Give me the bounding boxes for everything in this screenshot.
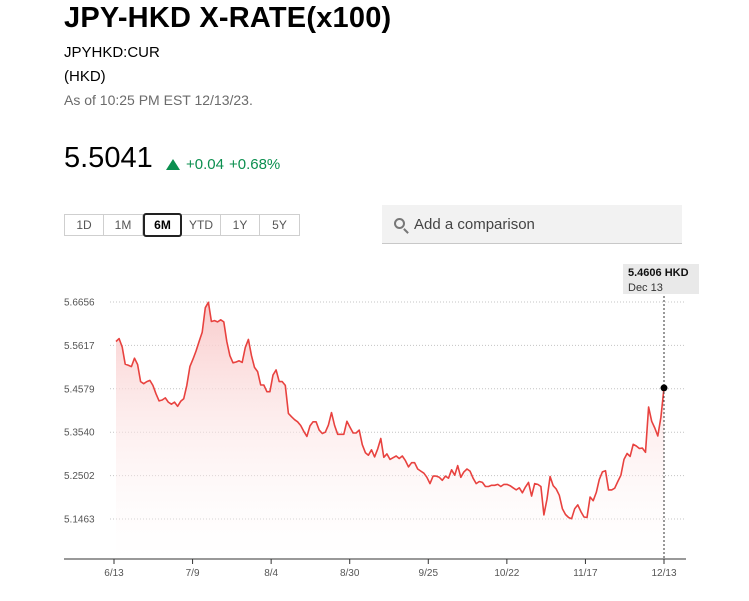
y-tick-label: 5.3540 [64, 428, 95, 439]
range-1m-button[interactable]: 1M [104, 215, 143, 235]
range-6m-button[interactable]: 6M [143, 213, 182, 237]
x-axis: 6/13 7/9 8/4 8/30 9/25 10/22 11/17 12/13 [104, 559, 677, 579]
range-5y-button[interactable]: 5Y [272, 218, 287, 232]
y-tick-label: 5.1463 [64, 515, 95, 526]
currency-label: (HKD) [64, 68, 106, 85]
change-percent: +0.68% [228, 156, 281, 173]
y-tick-label: 5.4579 [64, 384, 95, 395]
current-point-marker [660, 384, 668, 392]
x-tick-label: 9/25 [419, 568, 439, 579]
comparison-search[interactable] [382, 205, 682, 244]
x-tick-label: 12/13 [651, 568, 676, 579]
page-title: JPY-HKD X-RATE(x100) [64, 2, 392, 34]
tooltip-value: 5.4606 HKD [628, 267, 689, 279]
ticker-symbol: JPYHKD:CUR [64, 44, 160, 61]
x-tick-label: 7/9 [186, 568, 200, 579]
price-area [116, 302, 664, 559]
price-change: +0.04 +0.68% [166, 156, 280, 173]
x-tick-label: 8/4 [264, 568, 278, 579]
range-1d-button[interactable]: 1D [65, 215, 104, 235]
change-value: +0.04 [186, 156, 224, 173]
x-tick-label: 6/13 [104, 568, 124, 579]
range-1y-button[interactable]: 1Y [221, 215, 260, 235]
y-tick-label: 5.6656 [64, 298, 95, 309]
comparison-input[interactable] [414, 214, 674, 234]
x-tick-label: 8/30 [340, 568, 360, 579]
tooltip-date: Dec 13 [628, 282, 663, 294]
range-ytd-button[interactable]: YTD [182, 215, 221, 235]
y-axis: 5.6656 5.5617 5.4579 5.3540 5.2502 5.1463 [64, 298, 95, 526]
x-tick-label: 11/17 [573, 568, 598, 579]
tooltip-box [623, 264, 699, 294]
x-tick-label: 10/22 [494, 568, 519, 579]
y-tick-label: 5.2502 [64, 471, 95, 482]
tooltip: 5.4606 HKD Dec 13 [623, 264, 699, 294]
last-price: 5.5041 [64, 142, 153, 174]
search-icon [394, 218, 405, 229]
price-line [115, 301, 665, 520]
as-of-timestamp: As of 10:25 PM EST 12/13/23. [64, 92, 253, 108]
time-range-selector: 1D 1M 6M YTD 1Y 5Y [64, 213, 300, 237]
up-arrow-icon [166, 159, 180, 170]
y-tick-label: 5.5617 [64, 341, 95, 352]
